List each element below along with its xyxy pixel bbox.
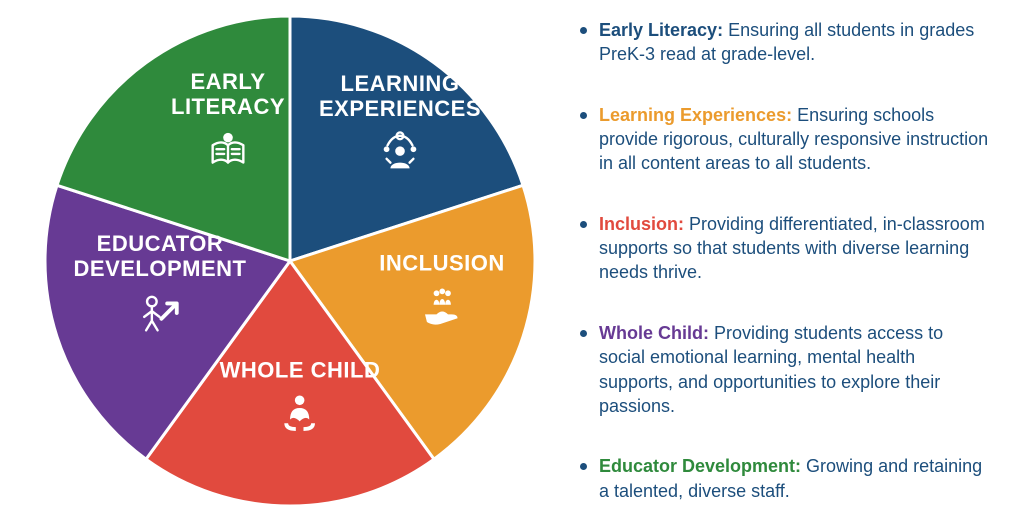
pie-chart-region: EARLYLITERACY LEARNINGEXPERIENCES INCLUSIO… xyxy=(0,0,580,521)
book-icon xyxy=(205,128,251,179)
child-hands-icon xyxy=(277,391,323,442)
slice-label-line: EARLY xyxy=(190,69,265,94)
slice-label-line: EDUCATOR xyxy=(97,231,224,256)
bullet-item: Whole Child: Providing students access t… xyxy=(580,321,994,418)
bullet-title: Early Literacy: xyxy=(599,20,723,40)
bullet-item: Learning Experiences: Ensuring schools p… xyxy=(580,103,994,176)
bullet-dot-icon xyxy=(580,221,587,228)
bullet-dot-icon xyxy=(580,330,587,337)
bullet-content: Early Literacy: Ensuring all students in… xyxy=(599,18,994,67)
bullet-dot-icon xyxy=(580,112,587,119)
bullet-item: Early Literacy: Ensuring all students in… xyxy=(580,18,994,67)
hand-people-icon xyxy=(419,284,465,335)
bullet-title: Inclusion: xyxy=(599,214,684,234)
bullet-dot-icon xyxy=(580,463,587,470)
slice-label-educator_development: EDUCATORDEVELOPMENT xyxy=(74,231,247,341)
slice-label-line: LITERACY xyxy=(171,94,285,119)
slice-label-learning_experiences: LEARNINGEXPERIENCES xyxy=(319,71,481,181)
juggler-icon xyxy=(377,130,423,181)
bullet-list: Early Literacy: Ensuring all students in… xyxy=(580,0,1024,521)
bullet-title: Educator Development: xyxy=(599,456,801,476)
bullet-content: Whole Child: Providing students access t… xyxy=(599,321,994,418)
bullet-dot-icon xyxy=(580,27,587,34)
bullet-content: Educator Development: Growing and retain… xyxy=(599,454,994,503)
slice-label-inclusion: INCLUSION xyxy=(379,251,505,336)
slice-label-line: EXPERIENCES xyxy=(319,96,481,121)
slice-label-early_literacy: EARLYLITERACY xyxy=(171,69,285,179)
bullet-title: Whole Child: xyxy=(599,323,709,343)
slice-label-line: INCLUSION xyxy=(379,251,505,276)
bullet-title: Learning Experiences: xyxy=(599,105,792,125)
person-arrow-icon xyxy=(137,290,183,341)
slice-label-line: WHOLE CHILD xyxy=(220,358,381,383)
slice-label-whole_child: WHOLE CHILD xyxy=(220,358,381,443)
bullet-content: Inclusion: Providing differentiated, in-… xyxy=(599,212,994,285)
bullet-content: Learning Experiences: Ensuring schools p… xyxy=(599,103,994,176)
bullet-item: Inclusion: Providing differentiated, in-… xyxy=(580,212,994,285)
bullet-item: Educator Development: Growing and retain… xyxy=(580,454,994,503)
slice-label-line: LEARNING xyxy=(341,71,460,96)
slice-label-line: DEVELOPMENT xyxy=(74,256,247,281)
